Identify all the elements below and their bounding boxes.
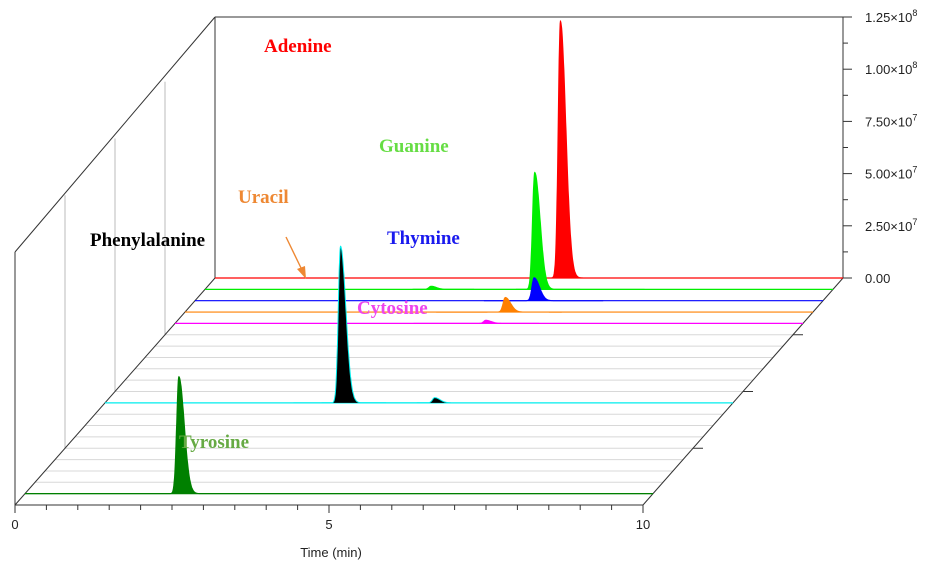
uracil-arrowhead [297,266,306,279]
trace-guanine [205,171,833,290]
y-tick-label: 7.50×107 [865,112,917,129]
y-tick-label: 0.00 [865,271,890,286]
peak-area [293,246,451,403]
x-axis-label: Time (min) [300,545,362,560]
axes-frame [14,16,844,506]
trace-line [293,245,451,404]
label-guanine: Guanine [379,136,449,157]
label-cytosine: Cytosine [357,298,428,319]
trace-line [25,375,653,495]
tick-layer: 0 5 10 0.00 2.50×107 5.00×107 7.50×107 1.00×108… [11,8,917,532]
x-tick-label: 10 [636,517,650,532]
trace-line [412,171,645,290]
x-tick-label: 0 [11,517,18,532]
trace-phenylalanine [105,245,733,404]
trace-uracil [185,296,813,313]
x-tick-label: 5 [325,517,332,532]
label-tyrosine: Tyrosine [179,432,249,453]
uracil-arrow [285,236,303,271]
left-depth-edge [14,277,216,506]
peak-area [25,376,653,494]
top-left-edge [14,16,216,253]
trace-layer [25,19,843,495]
trace-line [436,296,562,313]
y-tick-label: 1.00×108 [865,60,917,77]
trace-tyrosine [25,375,653,495]
trace-adenine [215,19,843,279]
label-adenine: Adenine [264,36,332,57]
trace-line [413,319,540,324]
y-tick-label: 5.00×107 [865,165,917,182]
y-tick-label: 2.50×107 [865,217,917,234]
trace-cytosine [175,319,803,324]
label-thymine: Thymine [387,228,460,249]
y-tick-label: 1.25×108 [865,8,917,25]
label-phenylalanine: Phenylalanine [90,230,205,251]
label-uracil: Uracil [238,187,289,208]
